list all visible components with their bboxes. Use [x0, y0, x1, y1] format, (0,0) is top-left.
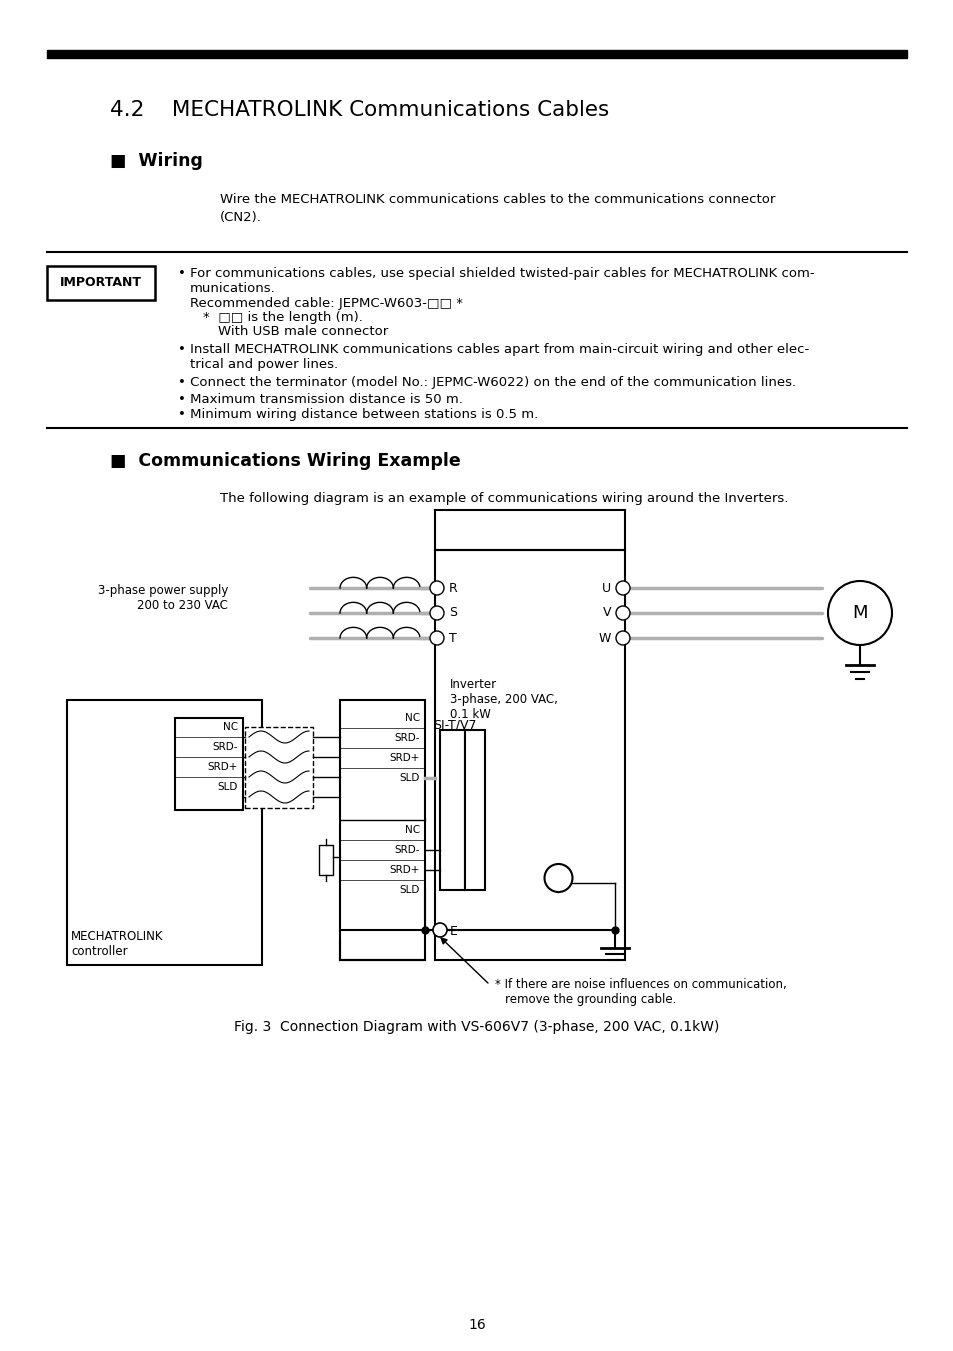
Text: Inverter
3-phase, 200 VAC,
0.1 kW: Inverter 3-phase, 200 VAC, 0.1 kW	[450, 678, 558, 721]
Circle shape	[433, 923, 447, 938]
Bar	[439, 730, 464, 890]
Text: • Install MECHATROLINK communications cables apart from main-circuit wiring and : • Install MECHATROLINK communications ca…	[178, 343, 808, 357]
Text: SRD-: SRD-	[395, 734, 419, 743]
Bar	[47, 50, 906, 58]
Text: 3-phase power supply
200 to 230 VAC: 3-phase power supply 200 to 230 VAC	[97, 584, 228, 612]
Text: • Maximum transmission distance is 50 m.: • Maximum transmission distance is 50 m.	[178, 393, 462, 407]
Text: U: U	[601, 581, 610, 594]
Bar	[339, 700, 424, 961]
Text: SRD-: SRD-	[395, 844, 419, 855]
Text: NC: NC	[404, 825, 419, 835]
Text: MECHATROLINK
controller: MECHATROLINK controller	[71, 929, 163, 958]
Bar	[174, 717, 243, 811]
Text: S: S	[449, 607, 456, 620]
Text: With USB male connector: With USB male connector	[218, 326, 388, 338]
Text: munications.: munications.	[190, 282, 275, 295]
Text: SLD: SLD	[399, 773, 419, 784]
Text: Wire the MECHATROLINK communications cables to the communications connector: Wire the MECHATROLINK communications cab…	[220, 193, 775, 205]
Text: SRD+: SRD+	[389, 865, 419, 875]
Text: • For communications cables, use special shielded twisted-pair cables for MECHAT: • For communications cables, use special…	[178, 267, 814, 280]
Text: • Minimum wiring distance between stations is 0.5 m.: • Minimum wiring distance between statio…	[178, 408, 537, 422]
Circle shape	[430, 607, 443, 620]
Text: ■  Communications Wiring Example: ■ Communications Wiring Example	[110, 453, 460, 470]
Text: T: T	[449, 631, 456, 644]
Text: SLD: SLD	[217, 782, 237, 792]
Circle shape	[616, 607, 629, 620]
Text: M: M	[851, 604, 867, 621]
Text: SRD+: SRD+	[389, 753, 419, 763]
Circle shape	[544, 865, 572, 892]
Circle shape	[827, 581, 891, 644]
Text: SRD+: SRD+	[208, 762, 237, 771]
Text: The following diagram is an example of communications wiring around the Inverter: The following diagram is an example of c…	[220, 492, 787, 505]
Text: Recommended cable: JEPMC-W603-□□ *: Recommended cable: JEPMC-W603-□□ *	[190, 297, 462, 309]
Text: W: W	[598, 631, 610, 644]
Text: SLD: SLD	[399, 885, 419, 894]
Bar	[47, 266, 154, 300]
Circle shape	[616, 581, 629, 594]
Text: E: E	[450, 925, 457, 938]
Bar	[67, 700, 262, 965]
Text: • Connect the terminator (model No.: JEPMC-W6022) on the end of the communicatio: • Connect the terminator (model No.: JEP…	[178, 376, 796, 389]
Text: SI-T/V7: SI-T/V7	[433, 717, 476, 731]
Text: ■  Wiring: ■ Wiring	[110, 153, 203, 170]
Text: *  □□ is the length (m).: * □□ is the length (m).	[203, 311, 362, 324]
Text: (CN2).: (CN2).	[220, 211, 262, 224]
Bar	[318, 844, 333, 875]
Text: 16: 16	[468, 1319, 485, 1332]
Text: NC: NC	[404, 713, 419, 723]
Text: V: V	[602, 607, 610, 620]
Text: remove the grounding cable.: remove the grounding cable.	[504, 993, 676, 1006]
Circle shape	[430, 631, 443, 644]
Text: * If there are noise influences on communication,: * If there are noise influences on commu…	[495, 978, 786, 992]
Circle shape	[430, 581, 443, 594]
Text: IMPORTANT: IMPORTANT	[60, 277, 142, 289]
Bar	[464, 730, 484, 890]
Text: 4.2    MECHATROLINK Communications Cables: 4.2 MECHATROLINK Communications Cables	[110, 100, 609, 120]
Bar	[435, 550, 624, 961]
Text: SRD-: SRD-	[213, 742, 237, 753]
Text: trical and power lines.: trical and power lines.	[190, 358, 337, 372]
Circle shape	[616, 631, 629, 644]
Text: Fig. 3  Connection Diagram with VS-606V7 (3-phase, 200 VAC, 0.1kW): Fig. 3 Connection Diagram with VS-606V7 …	[234, 1020, 719, 1034]
Text: R: R	[449, 581, 457, 594]
Text: NC: NC	[223, 721, 237, 732]
Bar	[245, 727, 313, 808]
